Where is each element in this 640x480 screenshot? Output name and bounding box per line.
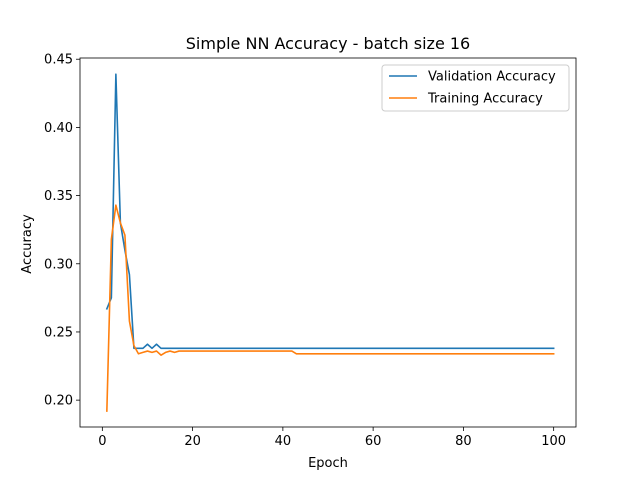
x-tick-label: 20	[184, 434, 201, 449]
y-tick-label: 0.45	[44, 53, 73, 68]
y-tick-label: 0.20	[44, 394, 73, 409]
x-axis-label: Epoch	[308, 456, 348, 471]
legend: Validation Accuracy Training Accuracy	[381, 64, 570, 112]
x-tick-label: 0	[98, 434, 106, 449]
legend-box	[381, 64, 570, 112]
x-tick-label: 60	[365, 434, 382, 449]
x-axis-ticks: 0 20 40 60 80 100	[98, 427, 566, 449]
x-tick-label: 40	[275, 434, 292, 449]
y-tick-label: 0.25	[44, 325, 73, 340]
legend-label: Training Accuracy	[427, 92, 543, 107]
x-tick-label: 100	[541, 434, 566, 449]
y-tick-label: 0.35	[44, 189, 73, 204]
series-line-training-accuracy	[106, 204, 555, 412]
y-axis-label: Accuracy	[20, 214, 35, 274]
series-line-validation-accuracy	[105, 73, 555, 350]
y-axis-ticks: 0.20 0.25 0.30 0.35 0.40 0.45	[44, 53, 80, 409]
plot-frame	[79, 57, 577, 428]
y-tick-label: 0.30	[44, 257, 73, 272]
series-lines	[105, 73, 555, 412]
legend-label: Validation Accuracy	[428, 70, 556, 85]
y-tick-label: 0.40	[44, 121, 73, 136]
chart-title: Simple NN Accuracy - batch size 16	[186, 34, 470, 53]
x-tick-label: 80	[455, 434, 472, 449]
